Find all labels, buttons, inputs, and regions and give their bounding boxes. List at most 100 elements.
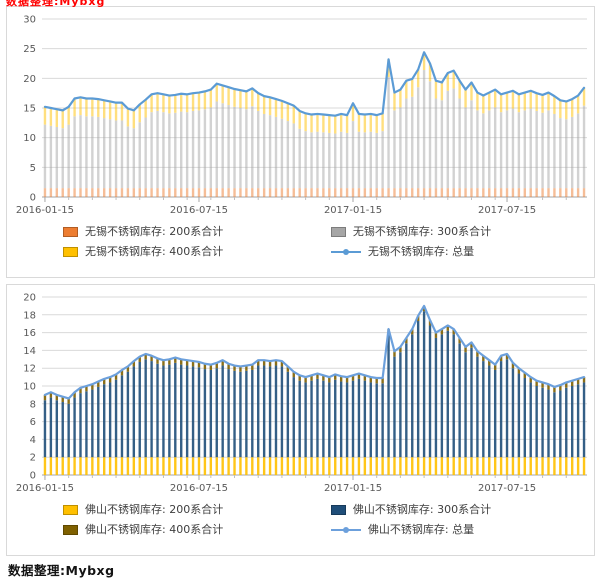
- bar-segment-s400: [120, 102, 124, 121]
- bar-segment-s200: [251, 457, 254, 475]
- legend-label-wuxi-300: 无锡不锈钢库存: 300系合计: [352, 225, 492, 238]
- bar-segment-s200: [369, 457, 372, 475]
- bar-segment-s400: [381, 113, 384, 132]
- bar-segment-s200: [517, 457, 521, 475]
- bar-segment-s300: [369, 131, 372, 189]
- bar-segment-s300: [162, 112, 165, 189]
- bar-segment-s300: [576, 113, 580, 189]
- bar-segment-s300: [97, 116, 100, 189]
- y-tick-label: 5: [30, 163, 36, 174]
- bar-segment-s300: [180, 111, 183, 189]
- bar-segment-s300: [529, 382, 532, 458]
- bar-segment-s300: [203, 109, 207, 189]
- bar-segment-s200: [268, 188, 272, 197]
- bar-segment-s300: [565, 387, 568, 458]
- bar-segment-s300: [434, 98, 438, 189]
- bar-segment-s400: [251, 364, 254, 370]
- bar-segment-s400: [268, 97, 272, 116]
- legend-swatch-400-icon: [63, 524, 78, 535]
- bar-segment-s300: [221, 103, 224, 189]
- bar-segment-s200: [292, 188, 295, 197]
- bar-segment-s400: [328, 115, 331, 133]
- bar-segment-s300: [405, 98, 408, 189]
- bar-segment-s400: [446, 72, 449, 91]
- bar-segment-s400: [43, 394, 47, 401]
- bar-segment-s200: [150, 457, 153, 475]
- bar-segment-s400: [168, 359, 171, 365]
- bar-segment-s300: [132, 128, 136, 189]
- bar-segment-s200: [209, 188, 213, 197]
- bar-segment-s400: [393, 92, 396, 111]
- bar-segment-s200: [393, 188, 396, 197]
- bar-segment-s400: [79, 387, 82, 394]
- bar-segment-s400: [565, 101, 568, 120]
- bar-segment-s300: [316, 378, 319, 458]
- bar-segment-s400: [363, 375, 367, 381]
- bar-segment-s400: [357, 113, 361, 132]
- bar-segment-s300: [458, 343, 461, 458]
- bar-segment-s300: [280, 366, 284, 458]
- bar-segment-s200: [488, 457, 491, 475]
- bar-segment-s400: [570, 99, 574, 117]
- foshan-chart-plot-area: 0 2 4 6 8 10 12 14 16 18 20 2016-01-15 2016-07-15 201…: [8, 287, 593, 501]
- bar-segment-s400: [339, 376, 343, 382]
- bar-segment-s400: [535, 380, 538, 386]
- bar-segment-s300: [493, 107, 497, 189]
- y-tick-label: 14: [23, 346, 36, 357]
- y-tick-label: 2: [30, 453, 36, 464]
- wuxi-inventory-chart-panel: 0 5 10 15 20 25 30 2016-01-15 2016-07-15 2017-01-…: [6, 6, 595, 278]
- legend-item-wuxi-200: 无锡不锈钢库存: 200系合计: [63, 225, 331, 238]
- bar-segment-s200: [405, 188, 408, 197]
- bar-segment-s300: [43, 124, 47, 189]
- bar-segment-s400: [203, 91, 207, 110]
- bar-segment-s300: [209, 369, 213, 458]
- bar-segment-s300: [541, 112, 544, 189]
- bar-segment-s300: [298, 380, 301, 458]
- bar-segment-s300: [79, 115, 82, 189]
- bar-segment-s400: [227, 363, 230, 370]
- legend-label-wuxi-200: 无锡不锈钢库存: 200系合计: [85, 225, 224, 238]
- bar-segment-s200: [553, 457, 556, 475]
- bar-segment-s200: [114, 188, 118, 197]
- bar-segment-s200: [422, 188, 426, 197]
- bar-segment-s400: [221, 85, 224, 104]
- bar-segment-s200: [91, 457, 94, 475]
- bar-segment-s300: [387, 77, 390, 189]
- bar-segment-s400: [162, 94, 165, 113]
- bar-segment-s200: [458, 188, 461, 197]
- bar-segment-s300: [91, 116, 94, 189]
- bar-segment-s300: [292, 123, 295, 189]
- bar-segment-s400: [292, 105, 295, 124]
- bar-segment-s400: [209, 364, 213, 370]
- bar-segment-s400: [251, 88, 254, 107]
- bar-segment-s300: [191, 110, 195, 189]
- bar-segment-s400: [375, 115, 378, 133]
- bar-segment-s200: [191, 188, 195, 197]
- bar-segment-s400: [268, 361, 272, 367]
- bars-group: [43, 52, 586, 197]
- bar-segment-s400: [239, 90, 242, 108]
- bar-segment-s300: [239, 371, 242, 458]
- bar-segment-s400: [547, 92, 550, 111]
- bar-segment-s400: [316, 113, 319, 132]
- bar-segment-s400: [559, 385, 562, 391]
- bar-segment-s300: [345, 132, 349, 189]
- bar-segment-s400: [434, 80, 438, 99]
- bar-segment-s300: [547, 110, 550, 189]
- y-tick-label: 30: [23, 15, 36, 26]
- bar-segment-s400: [547, 384, 550, 390]
- bar-segment-s300: [452, 88, 455, 189]
- bar-segment-s300: [363, 380, 367, 458]
- bar-segment-s200: [262, 188, 266, 197]
- bar-segment-s300: [535, 386, 538, 458]
- bar-segment-s400: [197, 92, 201, 111]
- bar-segment-s200: [79, 457, 82, 475]
- bar-segment-s400: [434, 332, 438, 338]
- bar-segment-s400: [286, 366, 290, 372]
- bar-segment-s200: [446, 188, 449, 197]
- bar-segment-s400: [334, 115, 337, 134]
- bar-segment-s400: [304, 377, 307, 383]
- bar-segment-s300: [570, 386, 574, 458]
- bar-segment-s200: [464, 457, 467, 475]
- bar-segment-s400: [233, 365, 236, 371]
